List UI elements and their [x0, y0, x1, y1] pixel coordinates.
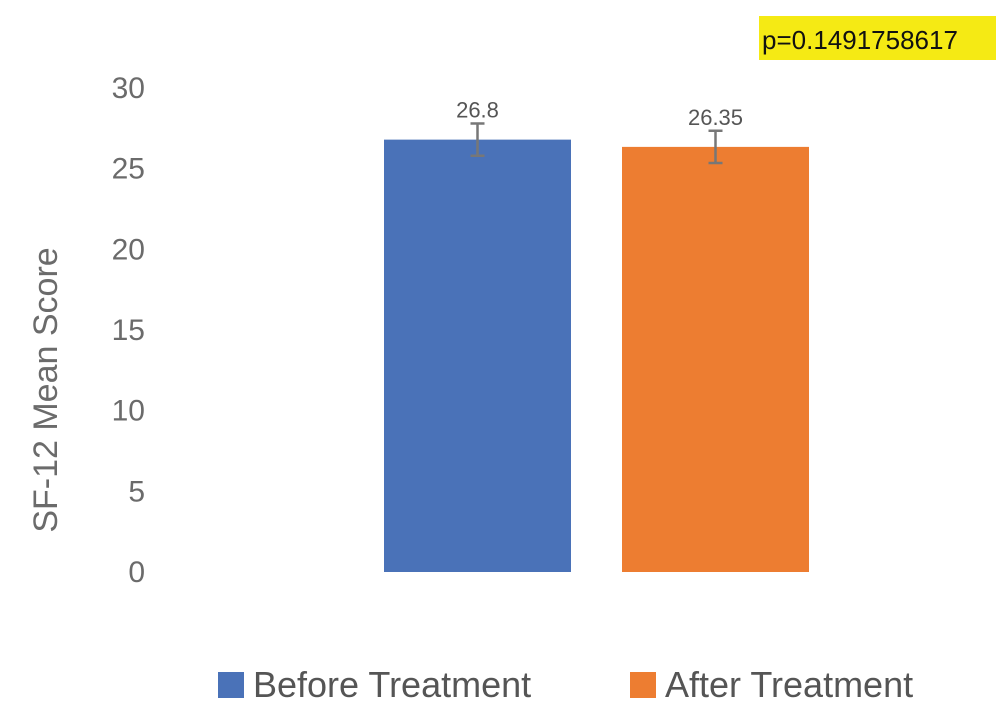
- legend-swatch: [630, 672, 656, 698]
- legend-label: After Treatment: [665, 664, 913, 705]
- legend-swatch: [218, 672, 244, 698]
- y-axis-title: SF-12 Mean Score: [27, 247, 65, 532]
- y-tick-label: 10: [112, 395, 145, 428]
- legend-item-after-treatment: After Treatment: [630, 664, 913, 705]
- y-tick-label: 25: [112, 153, 145, 186]
- bar-before-treatment: [384, 139, 571, 573]
- legend: Before Treatment After Treatment: [218, 664, 913, 705]
- bar-after-treatment: [622, 146, 809, 573]
- y-tick-label: 0: [128, 556, 145, 589]
- y-tick-label: 5: [128, 475, 145, 508]
- p-value-highlight: [759, 16, 996, 60]
- error-bar-before-treatment: [470, 122, 485, 158]
- data-label-after-treatment: 26.35: [688, 105, 743, 130]
- p-value-text: p=0.1491758617: [762, 25, 958, 55]
- y-tick-label: 30: [112, 72, 145, 105]
- data-label-before-treatment: 26.8: [456, 97, 499, 122]
- error-bar-after-treatment: [708, 129, 723, 165]
- y-tick-label: 15: [112, 314, 145, 347]
- bars: 26.8 26.35: [384, 97, 809, 573]
- legend-label: Before Treatment: [253, 664, 531, 705]
- y-axis-ticks: 0 5 10 15 20 25 30: [112, 72, 145, 589]
- legend-item-before-treatment: Before Treatment: [218, 664, 531, 705]
- p-value-annotation: p=0.1491758617: [759, 16, 996, 60]
- y-tick-label: 20: [112, 233, 145, 266]
